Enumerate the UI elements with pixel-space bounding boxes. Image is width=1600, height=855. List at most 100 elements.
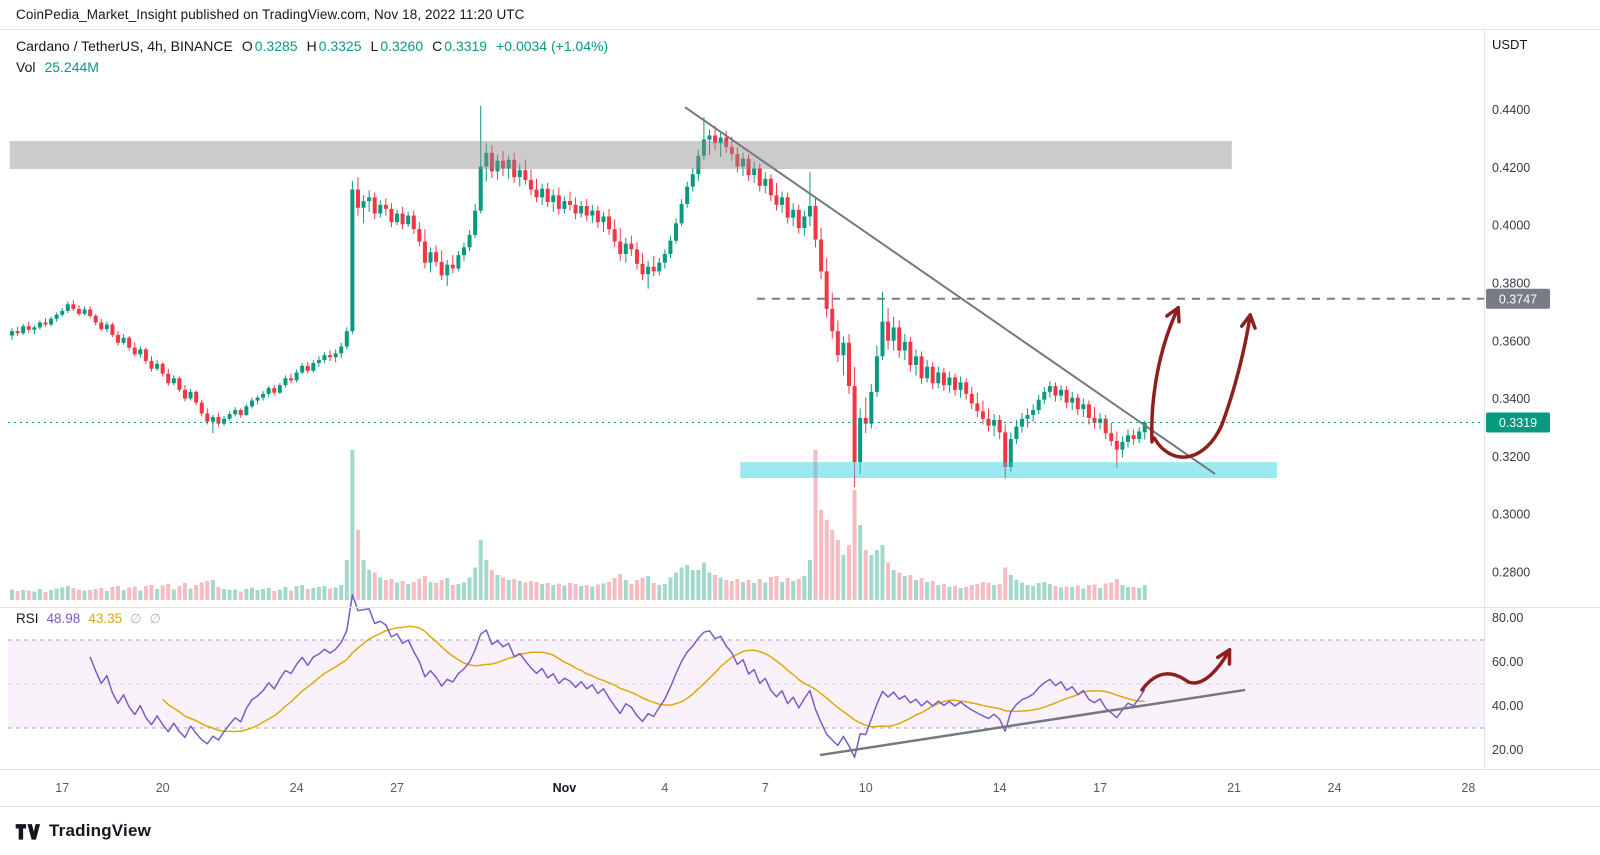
volume-bar <box>422 576 427 600</box>
candle-body <box>116 334 121 343</box>
volume-bar <box>869 555 874 600</box>
rsi-axis-label: 80.00 <box>1492 611 1523 625</box>
volume-bar <box>339 585 344 600</box>
current-price-badge[interactable]: 0.3319 <box>1486 412 1550 433</box>
volume-bar <box>261 589 266 600</box>
candle-body <box>389 208 394 223</box>
time-axis-label: 24 <box>290 781 304 795</box>
candle-body <box>467 234 472 248</box>
candle-body <box>199 402 204 414</box>
volume-bar <box>969 585 974 600</box>
volume-bar <box>568 583 572 600</box>
volume-bar <box>735 579 740 600</box>
time-axis-label: Nov <box>553 781 577 795</box>
candle-body <box>478 166 483 211</box>
volume-bar <box>155 589 160 600</box>
volume-bar <box>127 587 132 600</box>
volume-bar <box>143 586 148 600</box>
support-zone[interactable] <box>740 462 1277 479</box>
candle-body <box>646 266 651 275</box>
tradingview-logo-icon[interactable] <box>14 821 41 841</box>
symbol-title[interactable]: Cardano / TetherUS, 4h, BINANCE <box>16 38 233 54</box>
volume-bar <box>450 585 455 600</box>
candle-body <box>411 215 416 230</box>
volume-bar <box>752 583 757 600</box>
volume-bar <box>913 580 918 600</box>
candle-body <box>886 321 891 341</box>
candle-body <box>350 189 355 332</box>
candle-body <box>149 360 154 369</box>
candle-body <box>1086 404 1091 418</box>
volume-bar <box>434 583 439 600</box>
breakout-arrow[interactable] <box>1152 313 1257 459</box>
rsi-title[interactable]: RSI <box>16 611 39 626</box>
volume-bar <box>930 581 935 600</box>
volume-bar <box>289 590 293 600</box>
candle-body <box>261 393 266 398</box>
volume-bar <box>355 530 360 600</box>
candle-body <box>1053 386 1058 396</box>
price-axis-label: 0.2800 <box>1492 566 1530 580</box>
target-price-badge[interactable]: 0.3747 <box>1486 288 1550 309</box>
volume-bar <box>802 576 807 600</box>
ohlc-close: C 0.3319 <box>432 38 487 54</box>
volume-bar <box>729 581 734 600</box>
candle-body <box>422 241 427 263</box>
volume-bar <box>819 510 824 600</box>
volume-bar <box>71 588 76 600</box>
candle-body <box>450 264 455 269</box>
volume-bar <box>534 582 539 600</box>
price-trendline[interactable] <box>684 106 1216 475</box>
chart-canvas[interactable]: 0.4400 0.4200 0.4000 0.3800 0.3600 0.3400 0.32… <box>0 0 1600 806</box>
candle-body <box>941 372 946 386</box>
candle-body <box>1103 418 1108 434</box>
candle-body <box>986 418 991 426</box>
volume-bar <box>997 584 1002 600</box>
rsi-axis[interactable]: 80.00 60.00 40.00 20.00 <box>1492 611 1523 757</box>
time-axis[interactable]: 17 20 24 27 Nov 4 7 10 14 17 21 24 28 <box>55 781 1475 795</box>
rsi-trendline[interactable] <box>819 688 1246 757</box>
candle-body <box>216 417 221 424</box>
candle-body <box>82 309 87 314</box>
price-axis[interactable]: 0.4400 0.4200 0.4000 0.3800 0.3600 0.3400 0.32… <box>1486 103 1550 580</box>
volume-bar <box>26 590 31 600</box>
rsi-breakout-arrow[interactable] <box>1140 648 1232 692</box>
candle-body <box>1019 418 1024 427</box>
volume-bar <box>99 588 104 600</box>
volume-bar <box>210 580 215 600</box>
volume-bar <box>674 572 679 600</box>
candle-body <box>361 201 366 208</box>
candle-body <box>824 271 829 309</box>
volume-bar <box>383 580 388 600</box>
volume-bar <box>941 584 946 600</box>
volume-bar <box>1014 580 1019 600</box>
candle-body <box>512 159 517 178</box>
volume-bar <box>1092 584 1097 600</box>
candle-body <box>266 388 271 394</box>
resistance-zone[interactable] <box>9 140 1232 170</box>
volume-bar <box>556 583 561 600</box>
candle-body <box>595 210 600 223</box>
candle-body <box>344 331 349 347</box>
volume-bar <box>880 545 885 600</box>
volume-bar <box>233 589 238 600</box>
volume-bar <box>1070 587 1075 600</box>
candle-body <box>155 363 160 369</box>
candle-body <box>930 366 935 384</box>
candle-body <box>305 365 310 371</box>
ohlc-open: O 0.3285 <box>242 38 298 54</box>
candle-body <box>1047 386 1052 392</box>
volume-bar <box>936 585 941 600</box>
candle-body <box>584 206 589 216</box>
volume-bar <box>975 584 980 600</box>
breakout-arrow[interactable] <box>1150 306 1181 444</box>
volume-bar <box>584 585 589 600</box>
candle-body <box>1070 397 1075 403</box>
candle-body <box>132 347 137 355</box>
volume-bar <box>1059 587 1064 600</box>
candle-body <box>1059 389 1064 396</box>
volume-bar <box>60 587 65 600</box>
volume-bar <box>473 567 478 600</box>
price-axis-label: 0.3600 <box>1492 334 1530 348</box>
volume-bar <box>445 578 450 600</box>
